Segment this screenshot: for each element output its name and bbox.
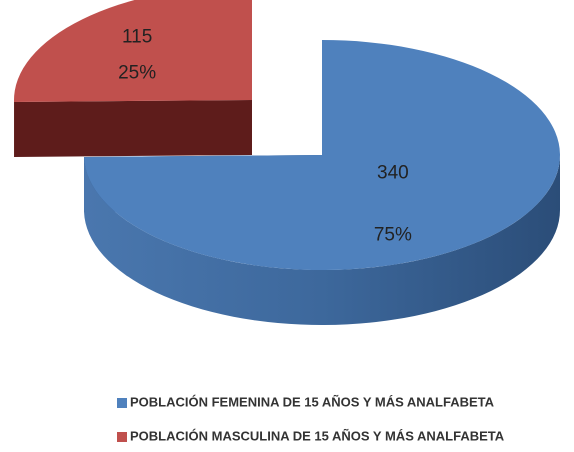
- percent-label: 75%: [374, 224, 412, 245]
- slice: [84, 40, 560, 271]
- legend-swatch: [117, 398, 127, 408]
- slice-side: [84, 155, 561, 326]
- slice: [14, 0, 252, 102]
- percent-label: 25%: [118, 63, 156, 84]
- legend-swatch: [117, 432, 127, 442]
- slice-wall: [14, 100, 252, 157]
- legend-label: POBLACIÓN MASCULINA DE 15 AÑOS Y MÁS ANA…: [130, 428, 505, 443]
- value-label: 340: [377, 162, 409, 183]
- value-label: 115: [122, 27, 152, 48]
- legend-label: POBLACIÓN FEMENINA DE 15 AÑOS Y MÁS ANAL…: [130, 394, 495, 409]
